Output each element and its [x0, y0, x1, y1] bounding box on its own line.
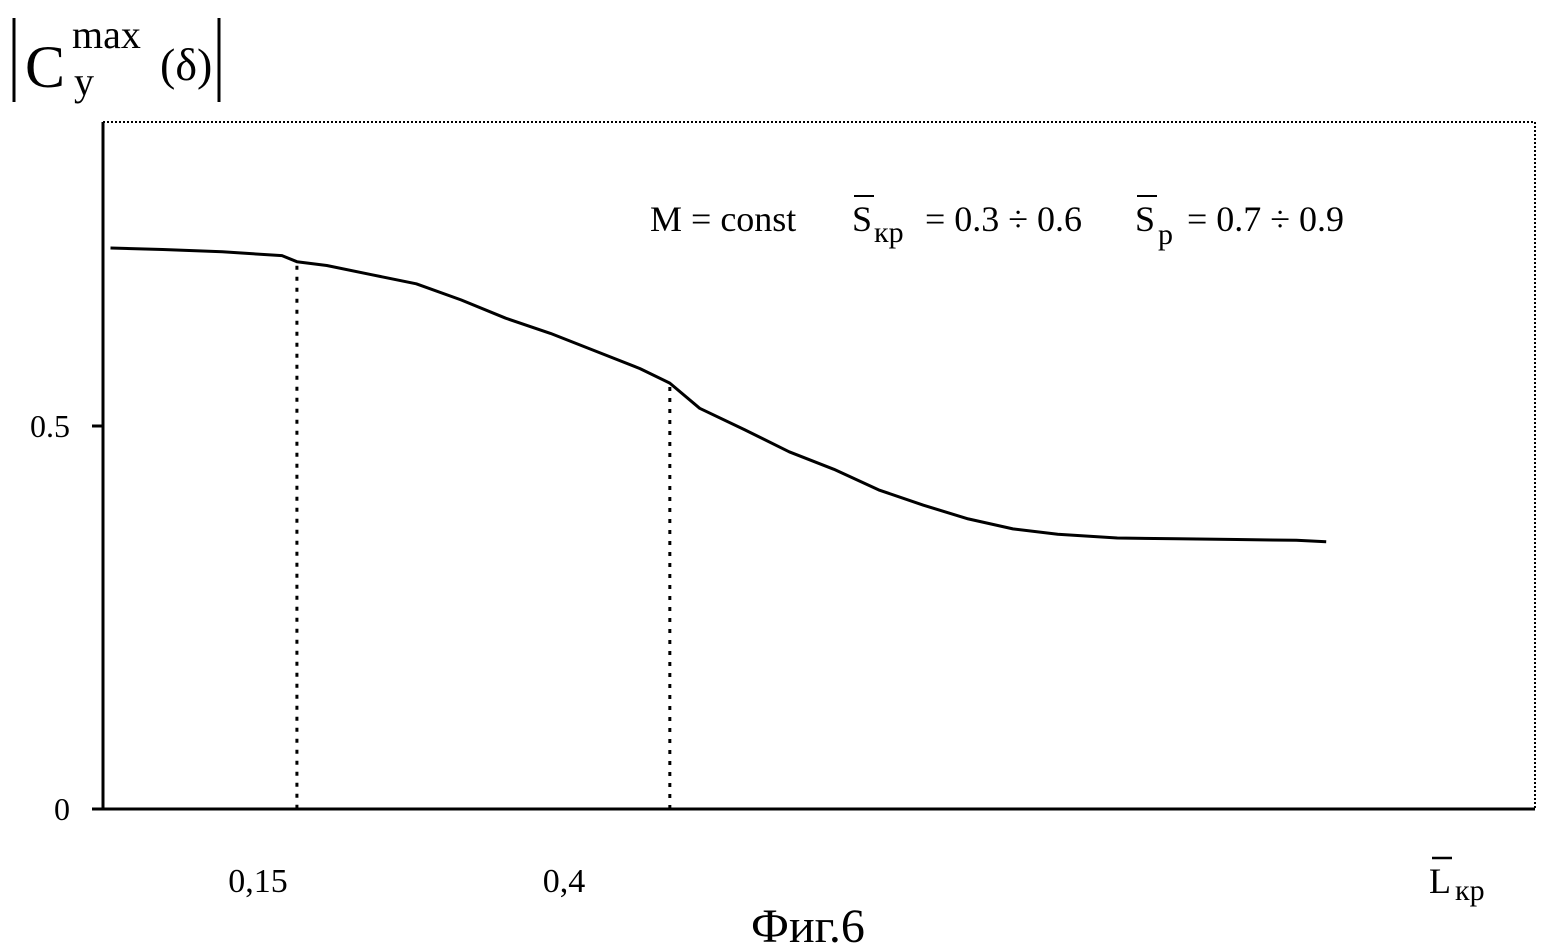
x-tick-label-0.15: 0,15 [228, 863, 288, 900]
y-label-sup: max [72, 12, 141, 57]
s-p-main: S [1135, 199, 1155, 239]
y-label-arg: (δ) [160, 39, 212, 90]
s-p-value: = 0.7 ÷ 0.9 [1178, 199, 1344, 239]
figure-caption: Фиг.6 [751, 900, 865, 952]
x-tick-label-0.4: 0,4 [543, 863, 586, 900]
s-kr-main: S [852, 199, 872, 239]
annotation-m-const: M = const [650, 199, 796, 239]
y-label-sub: y [74, 59, 94, 104]
y-tick-label-0.5: 0.5 [30, 408, 70, 444]
s-kr-value: = 0.3 ÷ 0.6 [916, 199, 1082, 239]
y-label-main: C [25, 34, 65, 100]
annotation: M = const S кр = 0.3 ÷ 0.6 S р = 0.7 ÷ 0… [650, 195, 1344, 251]
y-tick-label-0: 0 [54, 791, 70, 827]
series-line [110, 246, 1327, 544]
y-axis-label: C max y (δ) [12, 12, 221, 104]
x-axis-label: L кр [1429, 856, 1485, 907]
x-label-main: L [1429, 861, 1451, 901]
s-p-sub: р [1158, 218, 1173, 251]
x-label-sub: кр [1455, 874, 1485, 907]
s-kr-sub: кр [874, 216, 904, 249]
